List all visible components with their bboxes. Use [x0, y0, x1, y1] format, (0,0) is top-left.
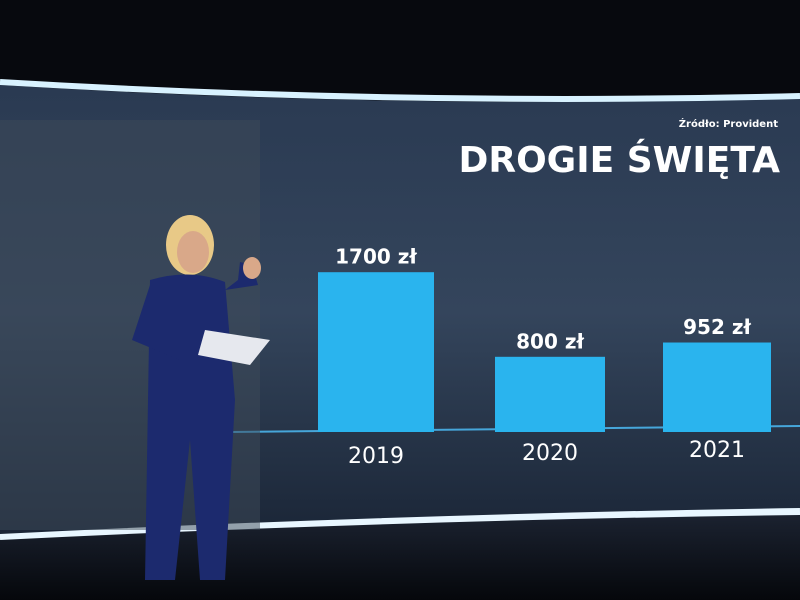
value-label: 952 zł [683, 315, 751, 339]
source: Źródło: Provident [679, 117, 778, 130]
bar [495, 356, 605, 432]
x-tick-label: 2020 [522, 441, 578, 466]
value-label: 1700 zł [335, 245, 417, 269]
screen-bottom-light [0, 508, 800, 542]
screen-top-light [0, 79, 800, 102]
x-tick-label: 2021 [689, 438, 745, 463]
x-tick-label: 2019 [348, 444, 404, 469]
bar [318, 272, 434, 432]
chart-title: DROGIE ŚWIĘTA [458, 139, 780, 181]
value-label: 800 zł [516, 329, 584, 353]
presenter [132, 215, 270, 580]
bar [663, 342, 771, 432]
